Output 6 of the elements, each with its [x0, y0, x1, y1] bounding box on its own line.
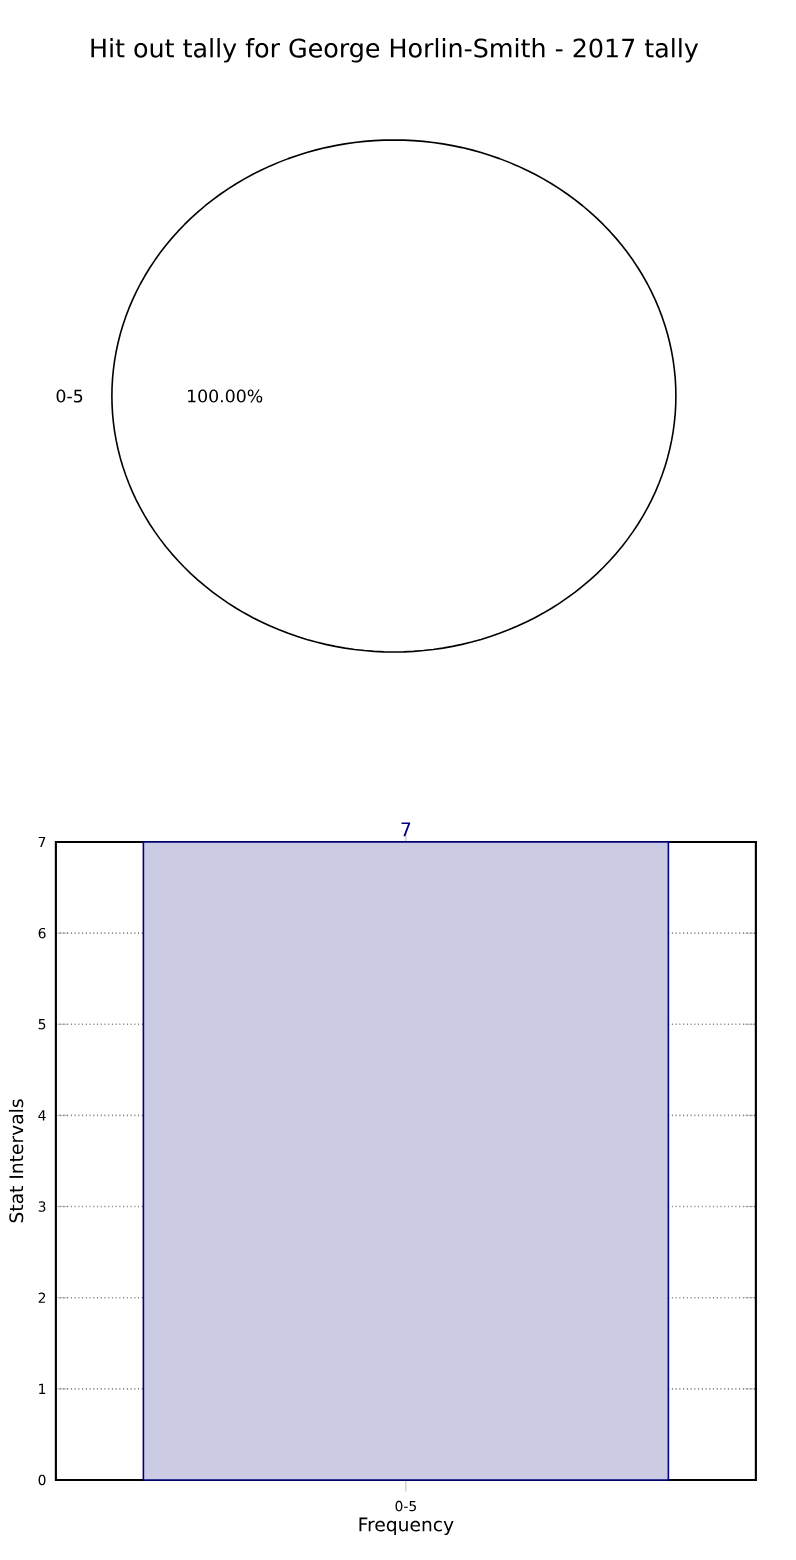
data-label: 100.00%	[188, 389, 263, 403]
slice-label: 0-5	[56, 389, 83, 403]
data-label: 7	[401, 822, 411, 837]
x-axis-title: Frequency	[359, 1517, 454, 1536]
chart-title: Hit out tally for George Horlin-Smith - 2017 tally	[91, 38, 699, 63]
y-axis-title: Stat Intervals	[8, 1099, 24, 1223]
